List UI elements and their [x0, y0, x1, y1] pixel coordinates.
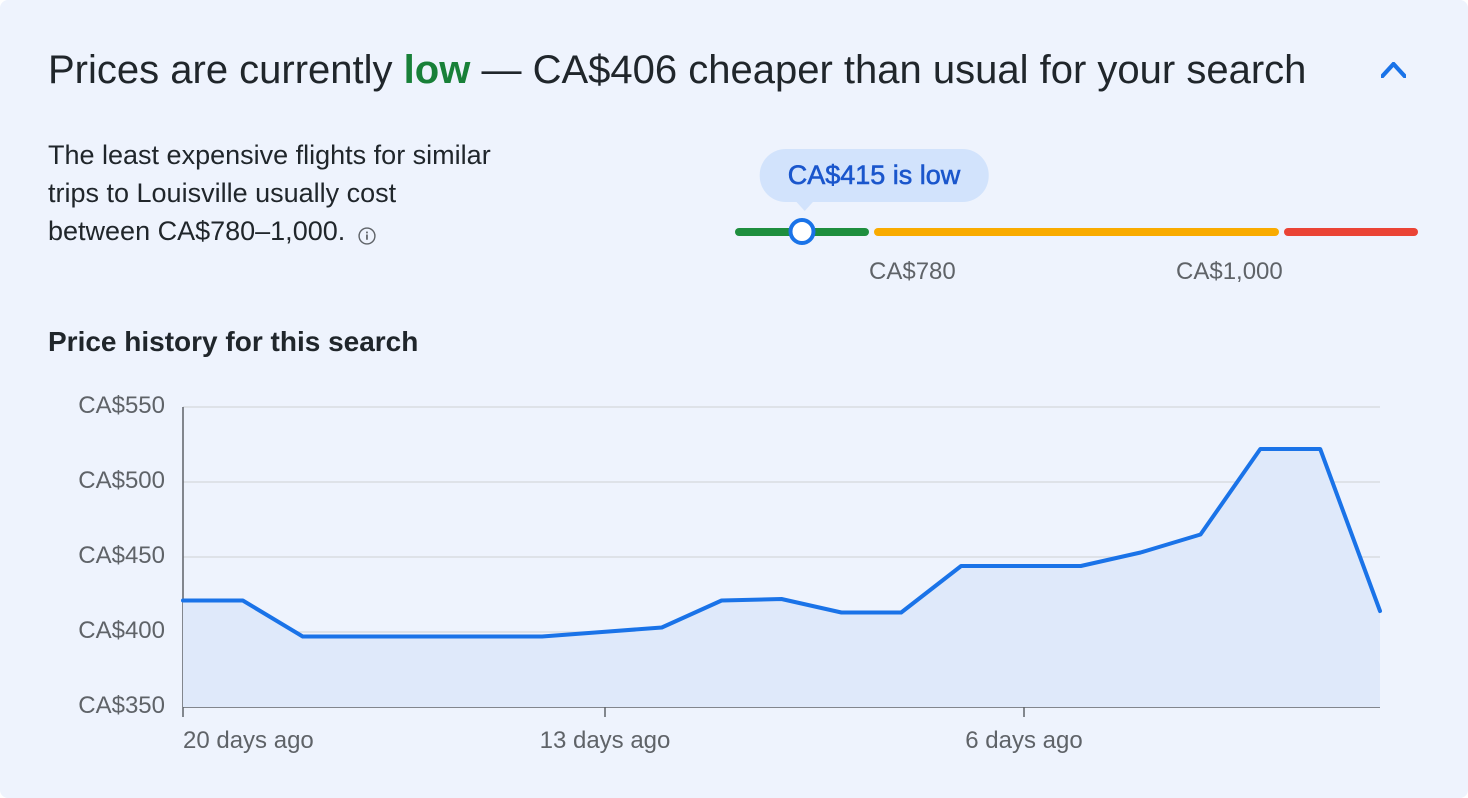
svg-text:CA$500: CA$500: [78, 467, 165, 494]
svg-text:20 days ago: 20 days ago: [183, 727, 314, 754]
svg-text:CA$450: CA$450: [78, 542, 165, 569]
svg-text:6 days ago: 6 days ago: [965, 727, 1082, 754]
svg-text:CA$400: CA$400: [78, 617, 165, 644]
svg-text:13 days ago: 13 days ago: [540, 727, 671, 754]
svg-text:CA$550: CA$550: [78, 392, 165, 419]
svg-text:CA$350: CA$350: [78, 692, 165, 719]
